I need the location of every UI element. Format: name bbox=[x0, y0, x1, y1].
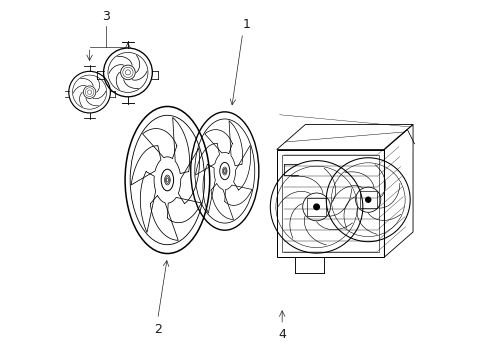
Circle shape bbox=[313, 204, 319, 210]
Bar bbox=[306, 198, 325, 216]
Text: 1: 1 bbox=[242, 18, 250, 31]
Text: 3: 3 bbox=[102, 10, 110, 23]
Text: 4: 4 bbox=[278, 328, 285, 341]
Circle shape bbox=[365, 197, 370, 202]
Bar bbox=[359, 191, 376, 208]
Text: 2: 2 bbox=[153, 323, 162, 336]
